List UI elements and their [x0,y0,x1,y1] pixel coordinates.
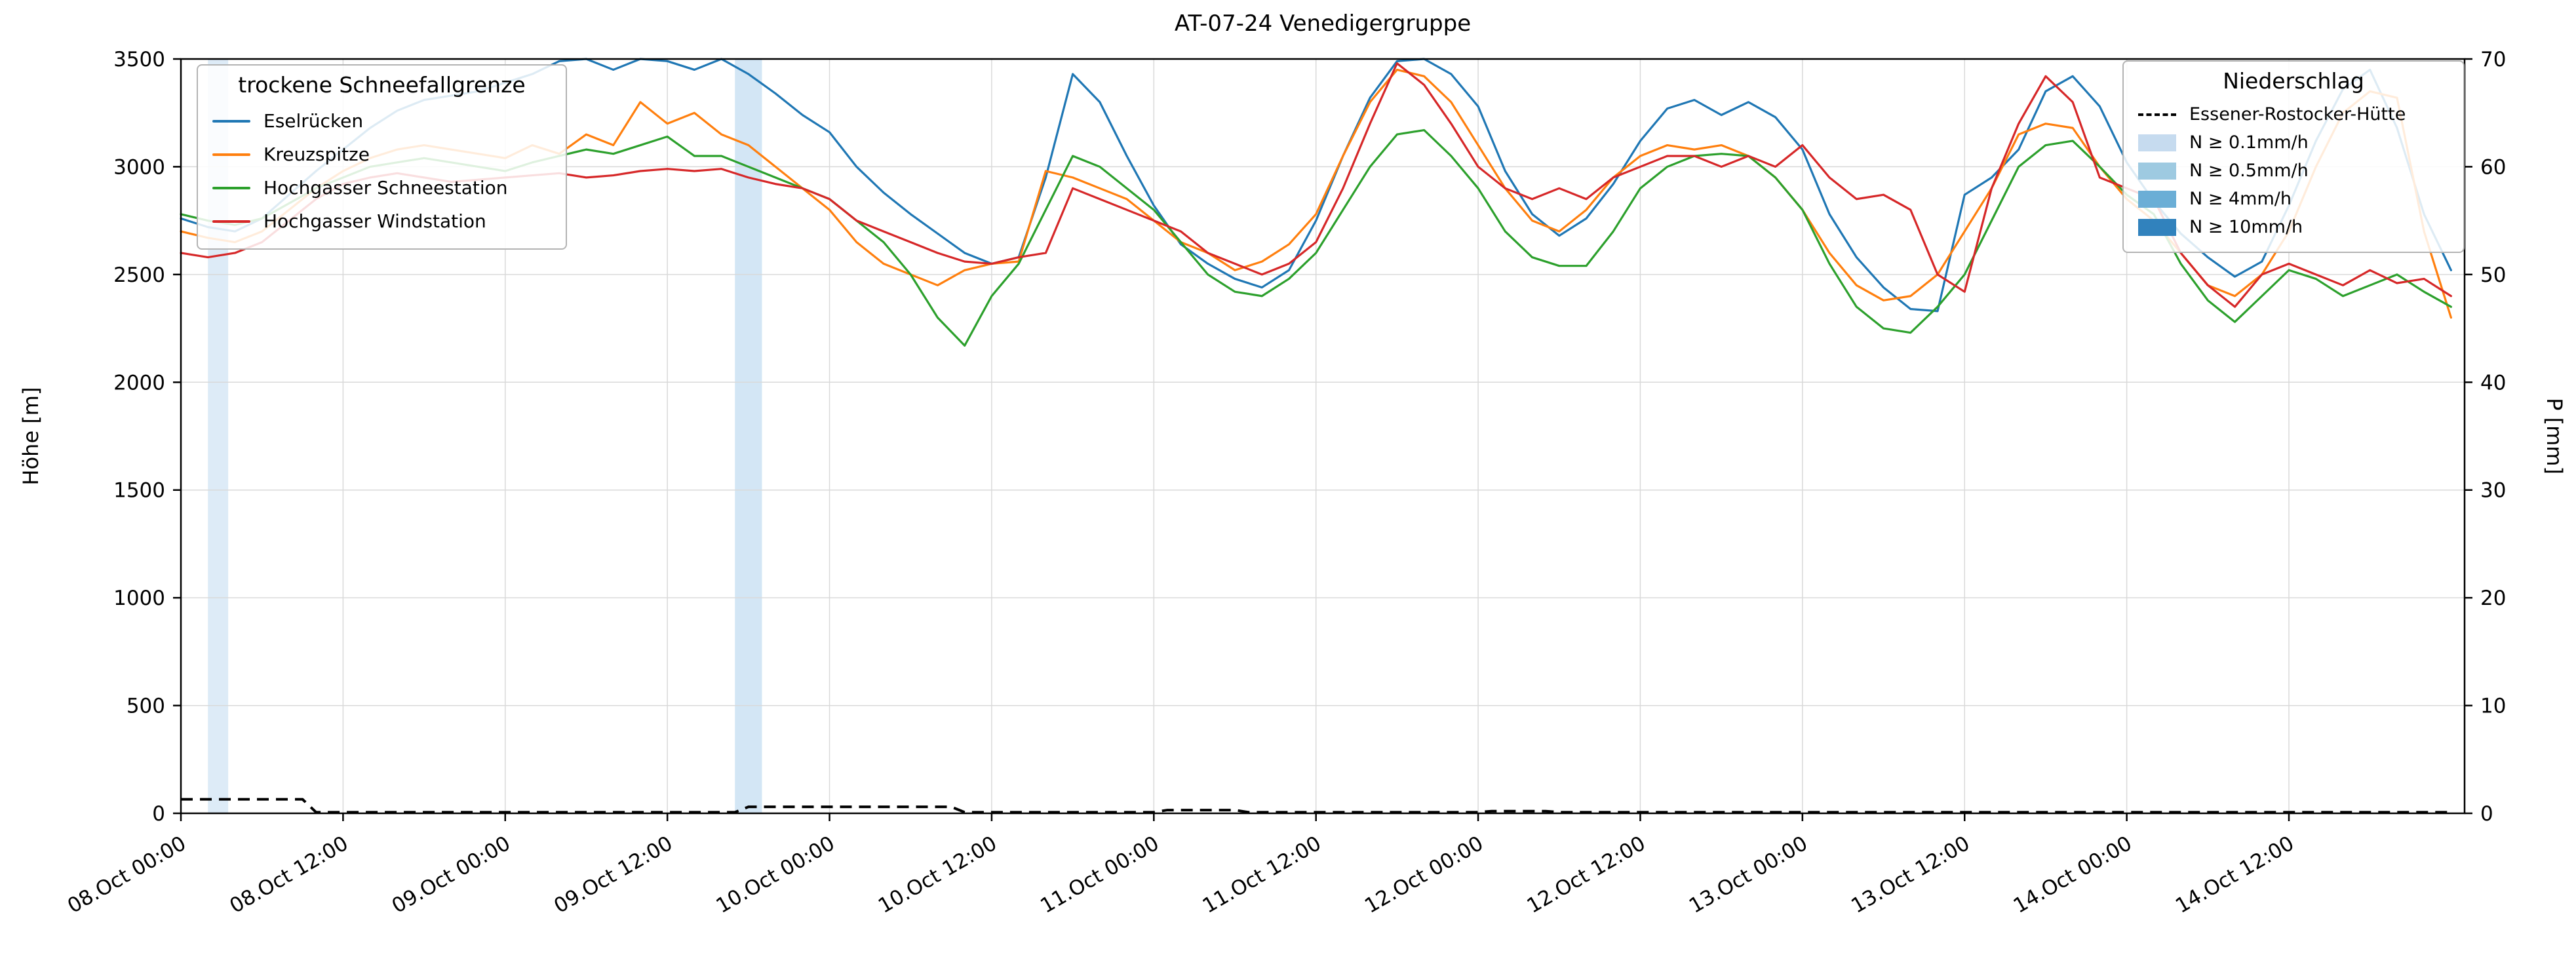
svg-text:10.Oct 00:00: 10.Oct 00:00 [712,832,839,918]
n-10-label: N ≥ 10mm/h [2189,217,2303,237]
essener-rostocker-huette-label: Essener-Rostocker-Hütte [2189,104,2406,125]
precip-shade-swatch-4 [2138,190,2176,208]
svg-text:2500: 2500 [113,263,165,287]
legend-item-kreuzspitze: Kreuzspitze [212,138,551,171]
legend-snowline-title: trockene Schneefallgrenze [238,72,526,98]
svg-text:14.Oct 00:00: 14.Oct 00:00 [2010,832,2136,918]
legend-snowline: trockene Schneefallgrenze Eselrücken Kre… [197,64,567,250]
kreuzspitze-label: Kreuzspitze [263,144,370,165]
svg-text:09.Oct 00:00: 09.Oct 00:00 [388,832,515,918]
legend-precip-title: Niederschlag [2223,68,2364,94]
svg-text:13.Oct 12:00: 13.Oct 12:00 [1847,832,1974,918]
legend-item-essener-rostocker-huette: Essener-Rostocker-Hütte [2138,100,2449,128]
legend-item-n-4: N ≥ 4mm/h [2138,185,2449,213]
n-0-1-label: N ≥ 0.1mm/h [2189,132,2309,153]
svg-text:2000: 2000 [113,371,165,395]
legend-item-n-10: N ≥ 10mm/h [2138,213,2449,241]
eselruecken-label: Eselrücken [263,110,364,132]
svg-text:3500: 3500 [113,48,165,71]
svg-text:14.Oct 12:00: 14.Oct 12:00 [2172,832,2298,918]
svg-text:70: 70 [2480,48,2506,71]
legend-item-eselruecken: Eselrücken [212,104,551,138]
precip-shade-swatch-0-5 [2138,162,2176,180]
legend-precip: Niederschlag Essener-Rostocker-Hütte N ≥… [2122,60,2465,253]
svg-text:0: 0 [152,802,165,826]
n-4-label: N ≥ 4mm/h [2189,189,2292,209]
n-0-5-label: N ≥ 0.5mm/h [2189,161,2309,181]
svg-text:60: 60 [2480,155,2506,179]
svg-text:0: 0 [2480,802,2493,826]
svg-text:Höhe [m]: Höhe [m] [18,387,43,486]
legend-item-n-0-5: N ≥ 0.5mm/h [2138,157,2449,185]
svg-text:12.Oct 12:00: 12.Oct 12:00 [1523,832,1649,918]
svg-text:30: 30 [2480,479,2506,503]
hochgasser-schneestation-line-swatch [212,186,250,189]
svg-text:1000: 1000 [113,587,165,610]
svg-text:08.Oct 12:00: 08.Oct 12:00 [225,832,352,918]
precip-dashed-line-swatch [2138,113,2176,116]
svg-text:09.Oct 12:00: 09.Oct 12:00 [550,832,676,918]
svg-text:08.Oct 00:00: 08.Oct 00:00 [64,832,190,918]
svg-text:3000: 3000 [113,155,165,179]
svg-text:13.Oct 00:00: 13.Oct 00:00 [1685,832,1812,918]
svg-text:40: 40 [2480,371,2506,395]
precip-shade-swatch-0-1 [2138,134,2176,151]
svg-text:11.Oct 12:00: 11.Oct 12:00 [1199,832,1325,918]
svg-text:P [mm]: P [mm] [2542,398,2567,474]
kreuzspitze-line-swatch [212,153,250,156]
legend-item-n-0-1: N ≥ 0.1mm/h [2138,128,2449,157]
svg-text:500: 500 [127,695,165,718]
hochgasser-schneestation-label: Hochgasser Schneestation [263,177,508,199]
svg-text:12.Oct 00:00: 12.Oct 00:00 [1361,832,1487,918]
svg-text:20: 20 [2480,587,2506,610]
svg-text:11.Oct 00:00: 11.Oct 00:00 [1036,832,1163,918]
legend-item-hochgasser-windstation: Hochgasser Windstation [212,204,551,238]
svg-text:50: 50 [2480,263,2506,287]
chart-title: AT-07-24 Venedigergruppe [1174,10,1472,37]
eselruecken-line-swatch [212,119,250,123]
hochgasser-windstation-line-swatch [212,220,250,223]
legend-item-hochgasser-schneestation: Hochgasser Schneestation [212,171,551,204]
svg-text:10.Oct 12:00: 10.Oct 12:00 [874,832,1001,918]
hochgasser-windstation-label: Hochgasser Windstation [263,210,486,232]
precip-shade-swatch-10 [2138,218,2176,236]
svg-text:10: 10 [2480,695,2506,718]
svg-text:1500: 1500 [113,479,165,503]
